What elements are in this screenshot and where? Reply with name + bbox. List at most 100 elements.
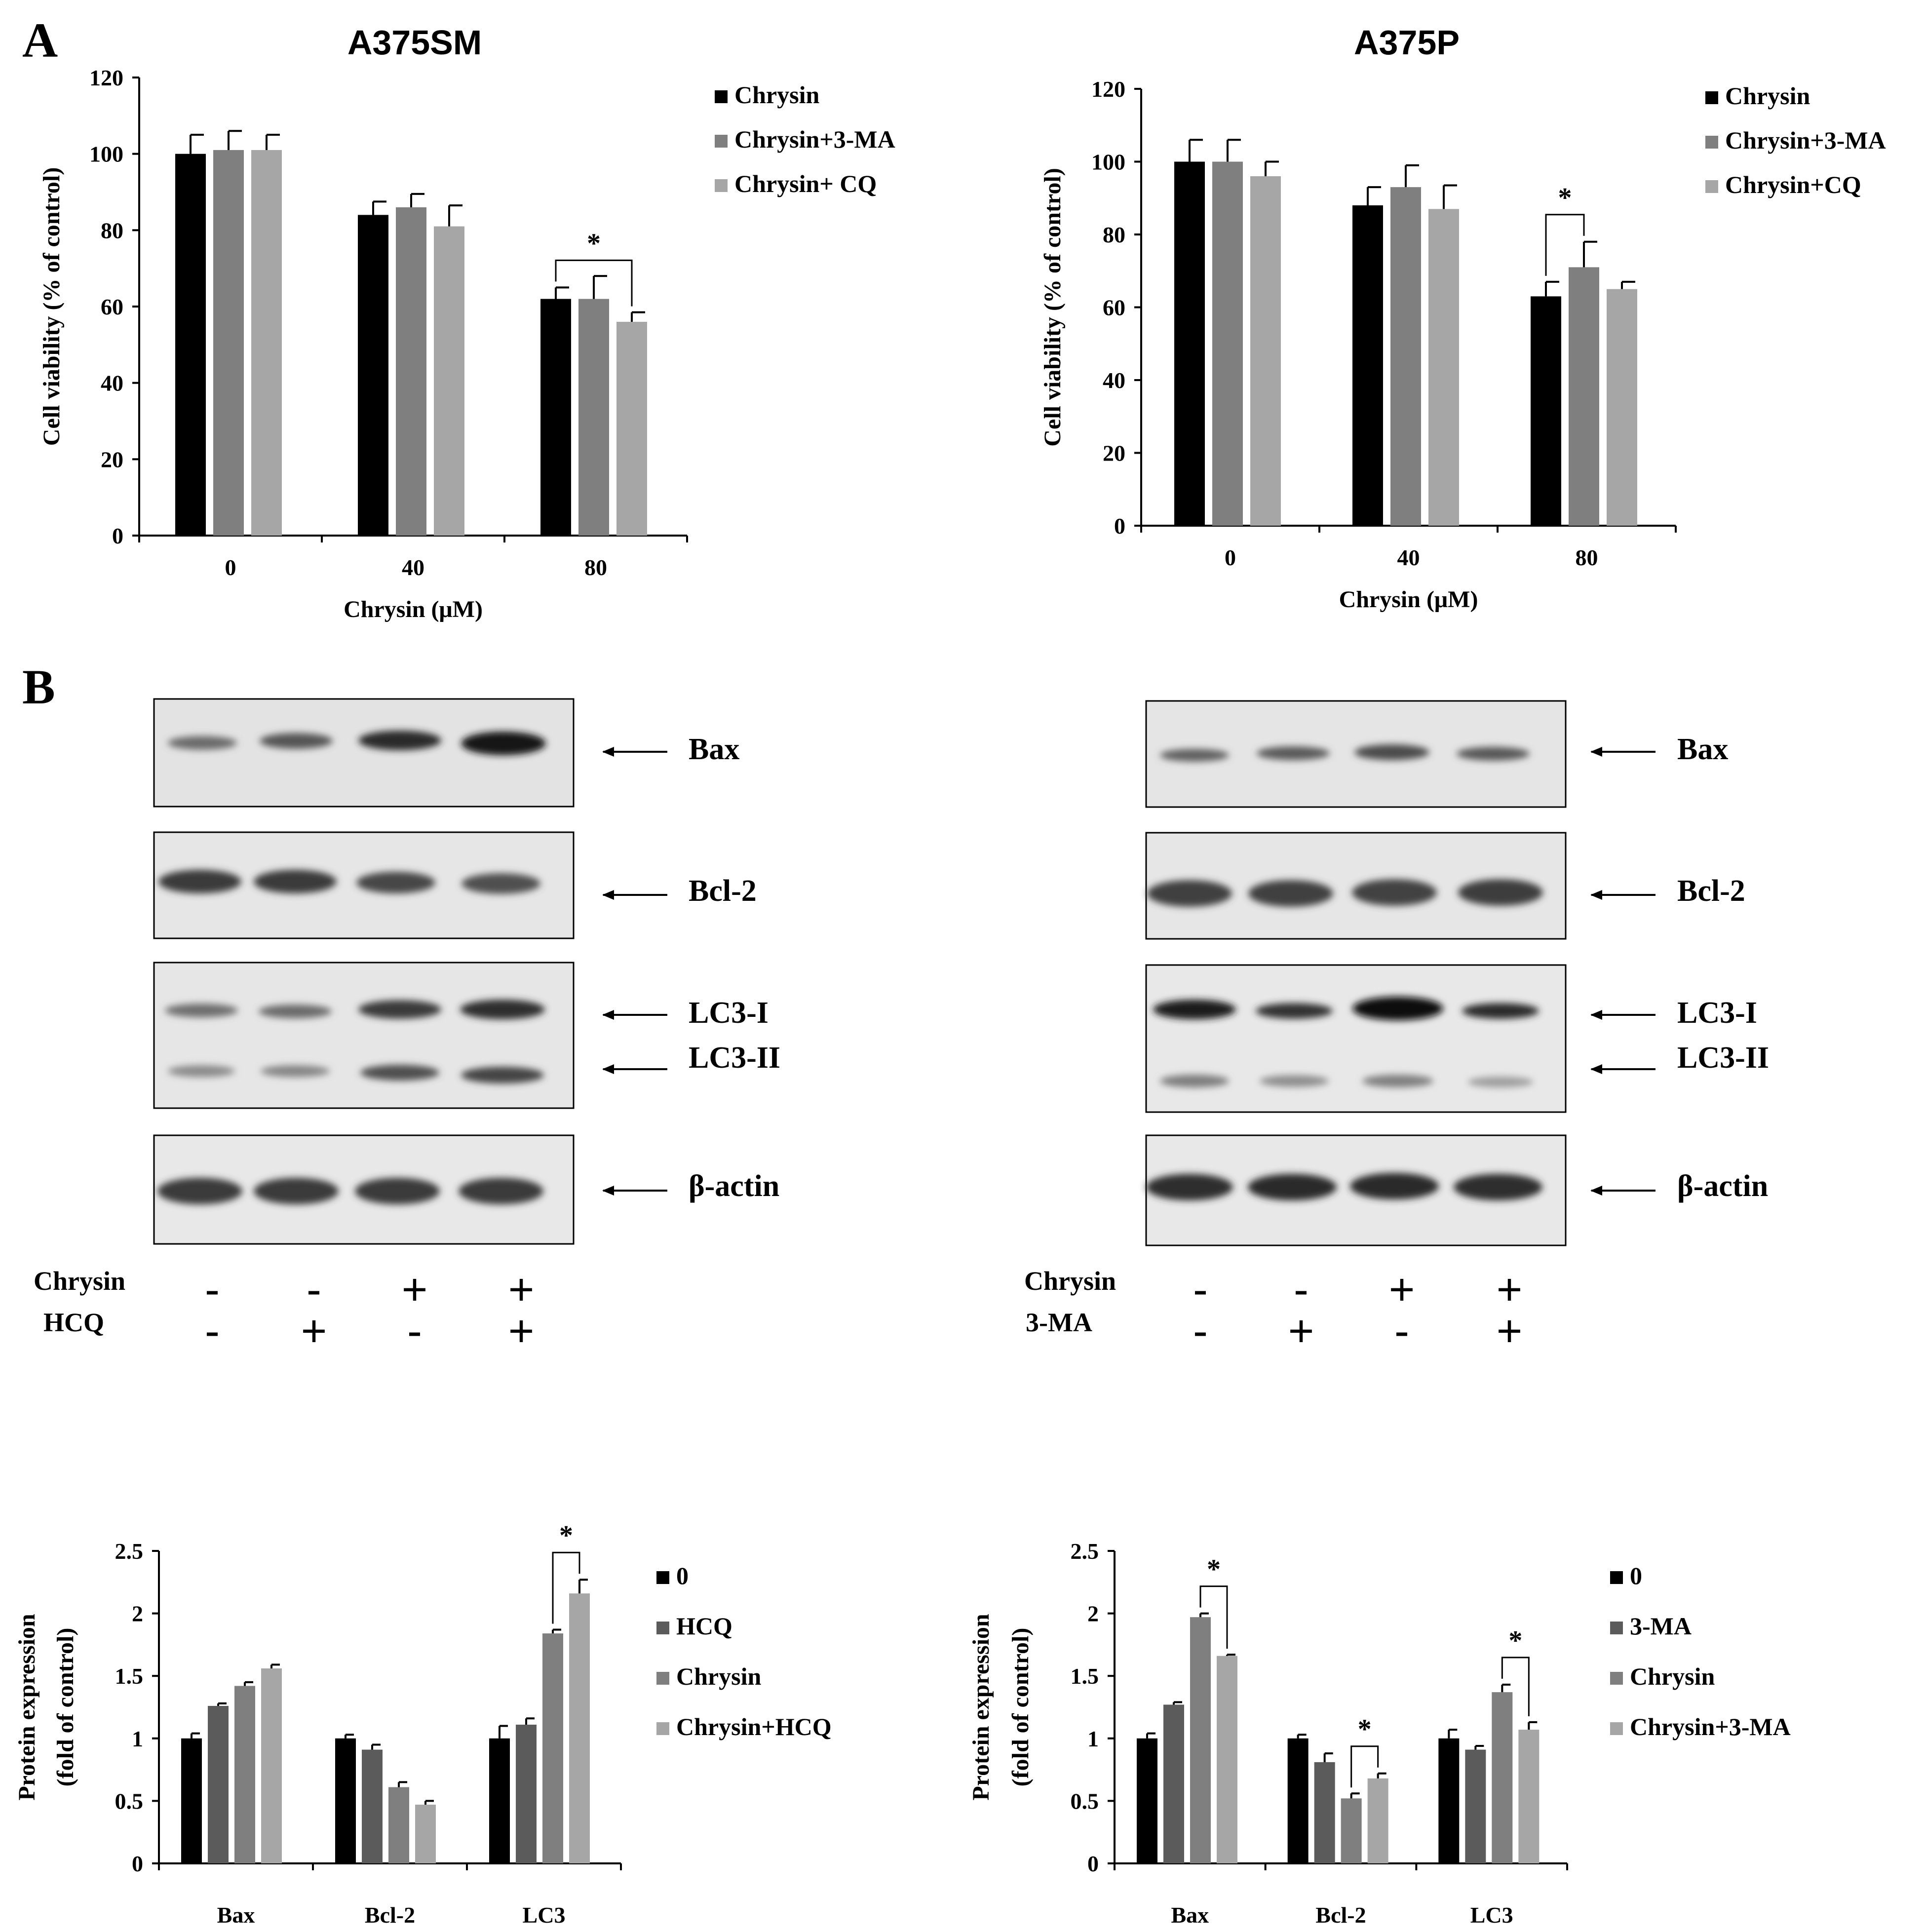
bar	[1438, 1738, 1460, 1863]
legend-label: HCQ	[676, 1612, 732, 1640]
treatment-label-3ma: 3-MA	[1026, 1308, 1092, 1337]
y-tick-label: 20	[1103, 441, 1125, 466]
legend-swatch	[656, 1622, 669, 1634]
bar	[181, 1738, 202, 1863]
blot-label-bax: Bax	[689, 733, 739, 766]
y-axis-label: Cell viability (% of control)	[38, 167, 65, 446]
treatment-sign: -	[307, 1265, 321, 1314]
treatment-label-chrysin: Chrysin	[1024, 1266, 1116, 1296]
x-axis-label: Chrysin (μM)	[344, 596, 483, 622]
significance-star: *	[1358, 1714, 1372, 1745]
y-tick-label: 120	[89, 65, 123, 90]
bar	[1492, 1692, 1513, 1863]
panel-label-a: A	[22, 13, 58, 68]
chart-title: A375P	[1354, 23, 1460, 62]
significance-star: *	[587, 228, 601, 259]
bar	[1367, 1778, 1388, 1863]
y-tick-label: 60	[101, 294, 123, 319]
treatment-sign: +	[1389, 1265, 1415, 1314]
blot-panel-lc3	[153, 962, 575, 1109]
bar	[261, 1668, 282, 1863]
y-tick-label: 2.5	[115, 1539, 144, 1564]
treatment-sign: -	[1394, 1307, 1409, 1356]
significance-star: *	[1558, 183, 1572, 213]
significance-star: *	[1207, 1554, 1221, 1585]
y-axis-label: (fold of control)	[1007, 1628, 1034, 1787]
significance-bracket	[1199, 1585, 1228, 1649]
legend-swatch	[715, 135, 728, 148]
bar	[1287, 1738, 1309, 1863]
legend-swatch	[1610, 1571, 1623, 1584]
significance-star: *	[1508, 1625, 1522, 1656]
y-axis-label: Protein expression	[968, 1614, 994, 1800]
bar	[1465, 1749, 1486, 1863]
y-tick-label: 1	[132, 1726, 143, 1751]
significance-star: *	[559, 1520, 573, 1551]
bar	[542, 1633, 563, 1863]
blot-label-bcl2: Bcl-2	[689, 874, 757, 908]
y-axis-label: Cell viability (% of control)	[1040, 168, 1066, 446]
bar	[415, 1804, 436, 1863]
legend-swatch	[715, 90, 728, 103]
bar	[388, 1787, 409, 1863]
chart-title: A375SM	[347, 23, 482, 62]
significance-bracket	[552, 1551, 580, 1624]
legend-label: Chrysin+3-MA	[734, 125, 895, 153]
treatment-sign: +	[508, 1265, 535, 1314]
bar	[1531, 296, 1561, 526]
bar	[1569, 267, 1599, 526]
bar	[1341, 1798, 1362, 1863]
y-tick-label: 80	[1103, 222, 1125, 247]
legend-label: 3-MA	[1630, 1612, 1692, 1640]
western-blot-block-hcq: Bax Bcl-2 LC3-I LC3-II β-actin Chrysin H…	[34, 698, 780, 1356]
bar	[1137, 1738, 1157, 1863]
y-tick-label: 60	[1103, 295, 1125, 320]
treatment-sign: -	[1193, 1307, 1208, 1356]
y-tick-label: 20	[101, 447, 123, 472]
bar	[1518, 1730, 1540, 1863]
bar	[358, 215, 388, 536]
panel-label-b: B	[22, 659, 55, 714]
significance-bracket	[1545, 214, 1585, 276]
x-axis-label: Chrysin (μM)	[1339, 586, 1478, 613]
blot-label-lc3-ii: LC3-II	[1677, 1041, 1769, 1075]
treatment-sign: -	[407, 1307, 422, 1356]
treatment-sign: -	[1193, 1265, 1208, 1314]
bar	[569, 1593, 590, 1863]
bar	[251, 150, 282, 536]
bar	[1390, 187, 1421, 526]
blot-arrows	[602, 747, 667, 1196]
legend-swatch	[656, 1571, 669, 1584]
bar	[213, 150, 244, 536]
bar	[362, 1749, 383, 1863]
x-tick-label: 40	[402, 555, 424, 580]
y-tick-label: 100	[1091, 150, 1125, 175]
blot-bands-actin	[1146, 1173, 1542, 1200]
blot-bands-actin	[157, 1178, 543, 1204]
y-tick-label: 0	[132, 1851, 143, 1876]
y-tick-label: 1.5	[115, 1663, 144, 1689]
blot-label-lc3-i: LC3-I	[1677, 996, 1757, 1030]
blot-label-actin: β-actin	[689, 1169, 779, 1203]
treatment-sign: +	[1288, 1307, 1314, 1356]
blot-bands-bcl2	[158, 870, 540, 894]
bar	[616, 321, 647, 536]
y-tick-label: 0	[1087, 1851, 1099, 1876]
bar	[540, 299, 571, 536]
x-tick-label: 80	[1576, 545, 1598, 570]
y-axis-label: Protein expression	[14, 1614, 40, 1800]
y-tick-label: 1	[1087, 1726, 1099, 1751]
treatment-sign: +	[508, 1307, 535, 1356]
y-tick-label: 0.5	[115, 1788, 144, 1814]
chart-protein-expression-hcq: 0 0.5 1 1.5 2 2.5 Bax Bcl-2 LC3 Protein expressio…	[14, 1520, 832, 1928]
legend-label: Chrysin+HCQ	[676, 1713, 832, 1740]
y-tick-label: 80	[101, 218, 123, 243]
legend-swatch	[1705, 180, 1718, 193]
legend-label: Chrysin+CQ	[1725, 171, 1861, 198]
bar	[208, 1705, 229, 1863]
y-tick-label: 40	[101, 371, 123, 396]
y-tick-label: 2	[1087, 1601, 1099, 1626]
x-tick-label: Bcl-2	[365, 1902, 415, 1928]
legend-swatch	[1705, 136, 1718, 149]
legend-swatch	[1610, 1672, 1623, 1685]
